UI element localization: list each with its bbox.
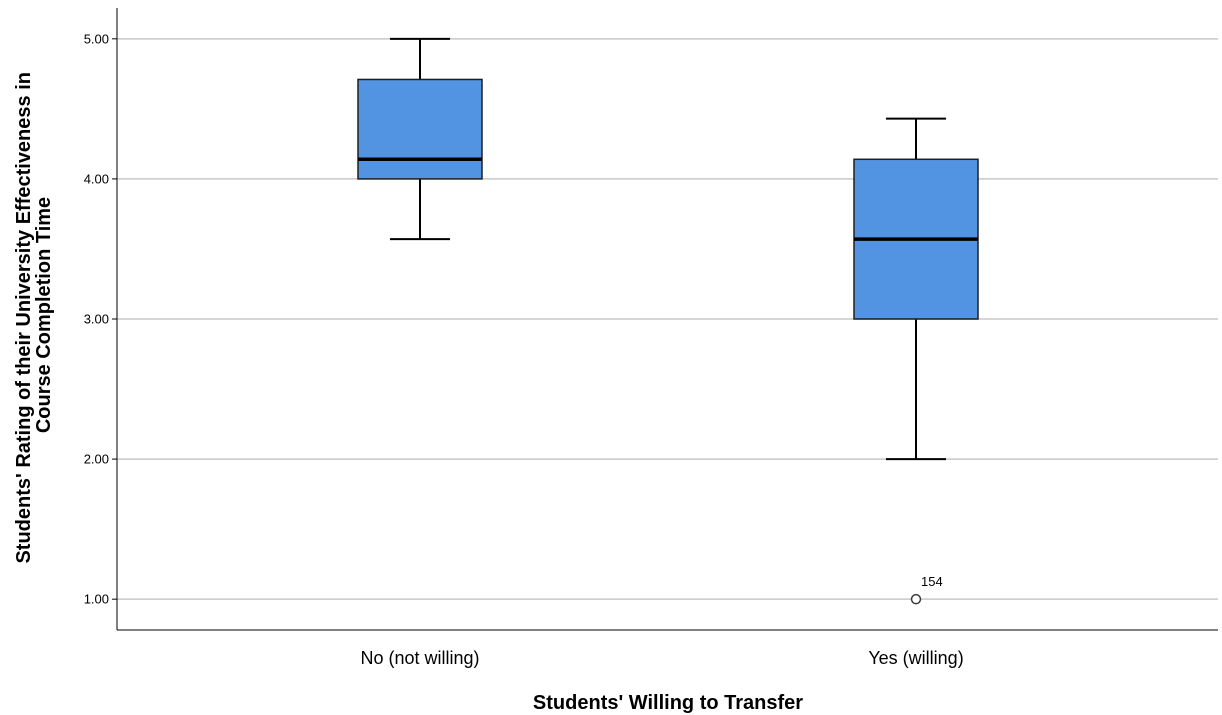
y-tick-label: 2.00: [84, 452, 109, 467]
y-tick-label: 5.00: [84, 31, 109, 46]
box-group: 154: [854, 119, 978, 604]
y-tick-label: 3.00: [84, 312, 109, 327]
y-tick-labels: 1.00 2.00 3.00 4.00 5.00: [84, 31, 117, 606]
y-axis-title: Students' Rating of their University Eff…: [13, 66, 55, 563]
x-category-labels: No (not willing) Yes (willing): [360, 648, 963, 668]
iqr-box: [358, 79, 482, 178]
box-group: [358, 39, 482, 239]
x-category-label: No (not willing): [360, 648, 479, 668]
x-category-label: Yes (willing): [868, 648, 963, 668]
gridlines: [117, 39, 1218, 599]
y-tick-label: 4.00: [84, 171, 109, 186]
y-tick-label: 1.00: [84, 592, 109, 607]
y-axis-title-line-1: Students' Rating of their University Eff…: [13, 72, 35, 564]
outlier-point: [912, 595, 921, 604]
boxes: 154: [358, 39, 978, 604]
y-axis-title-line-2: Course Completion Time: [33, 197, 55, 433]
x-axis-title: Students' Willing to Transfer: [533, 692, 803, 714]
outlier-label: 154: [921, 574, 943, 589]
